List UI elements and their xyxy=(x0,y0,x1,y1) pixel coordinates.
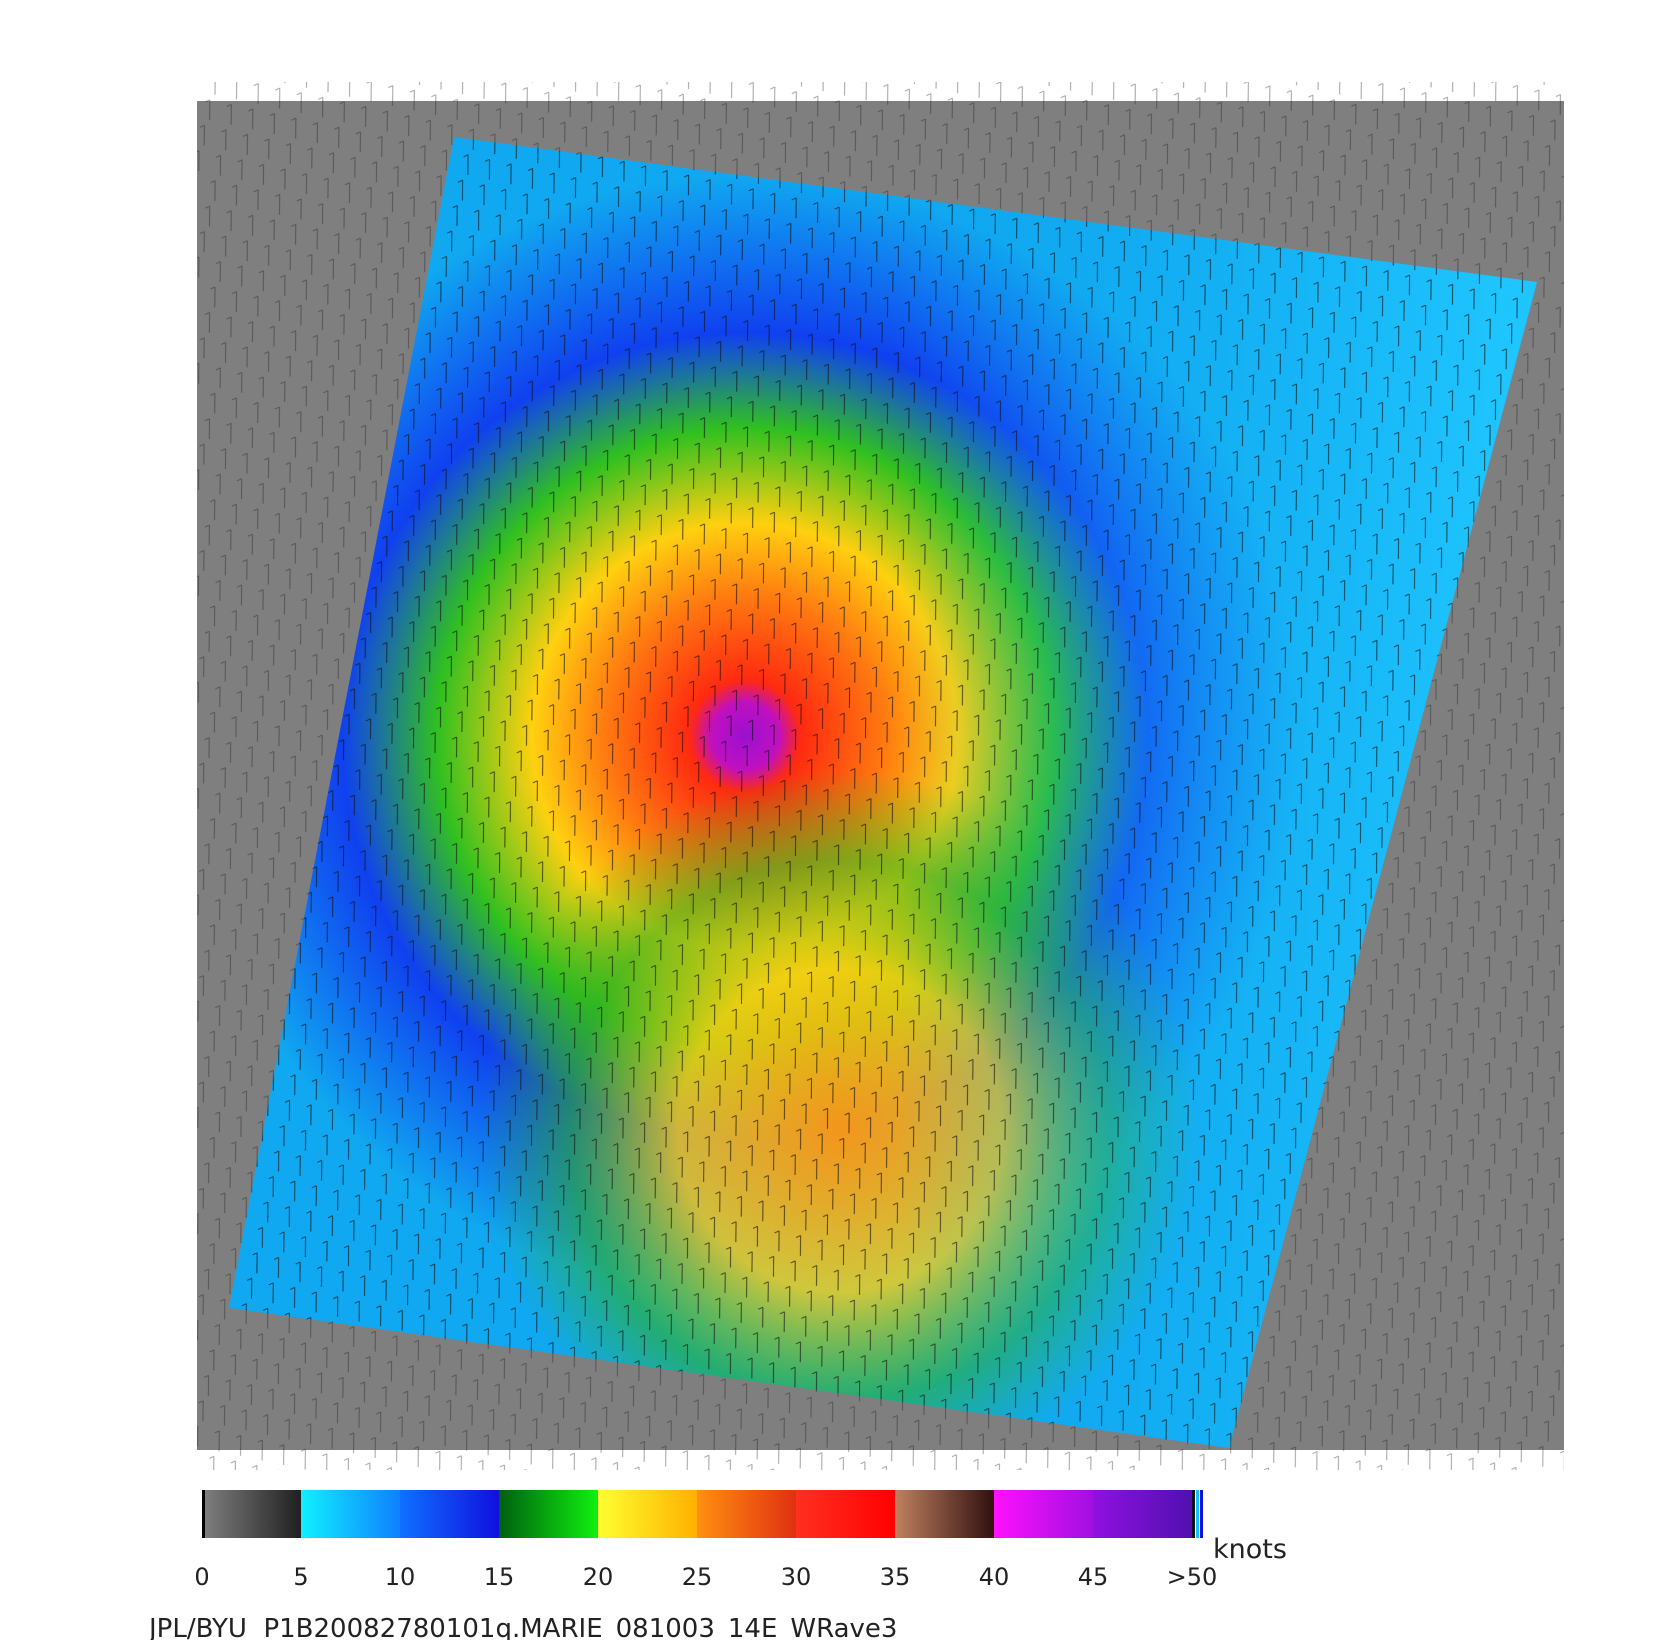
colorbar-segment xyxy=(499,1490,598,1538)
colorbar-tick-label: 35 xyxy=(880,1563,911,1591)
colorbar-tick-label: 40 xyxy=(979,1563,1010,1591)
colorbar-segment xyxy=(796,1490,895,1538)
colorbar-tick-label: 0 xyxy=(194,1563,209,1591)
colorbar-tick-label: 30 xyxy=(781,1563,812,1591)
colorbar-tick-label: 15 xyxy=(484,1563,515,1591)
colorbar-strip xyxy=(1196,1490,1199,1538)
colorbar-segment xyxy=(1093,1490,1192,1538)
colorbar-segment xyxy=(697,1490,796,1538)
colorbar-tick-label: 25 xyxy=(682,1563,713,1591)
colorbar-segment xyxy=(994,1490,1093,1538)
colorbar xyxy=(202,1490,1203,1538)
colorbar-strip xyxy=(1200,1490,1203,1538)
footer-caption: JPL/BYU P1B20082780101q.MARIE_081003_14E… xyxy=(147,1614,897,1640)
colorbar-segment xyxy=(202,1490,301,1538)
colorbar-segment xyxy=(301,1490,400,1538)
colorbar-unit: knots xyxy=(1213,1534,1287,1565)
wind-swath xyxy=(229,137,1537,1448)
colorbar-segment xyxy=(895,1490,994,1538)
colorbar-strip xyxy=(202,1490,205,1538)
colorbar-tick-label: 10 xyxy=(385,1563,416,1591)
colorbar-strip xyxy=(1192,1490,1195,1538)
colorbar-tick-label: 45 xyxy=(1078,1563,1109,1591)
colorbar-tick-label: >50 xyxy=(1167,1563,1218,1591)
colorbar-segment xyxy=(598,1490,697,1538)
colorbar-segment xyxy=(400,1490,499,1538)
colorbar-tick-label: 5 xyxy=(293,1563,308,1591)
colorbar-tick-label: 20 xyxy=(583,1563,614,1591)
